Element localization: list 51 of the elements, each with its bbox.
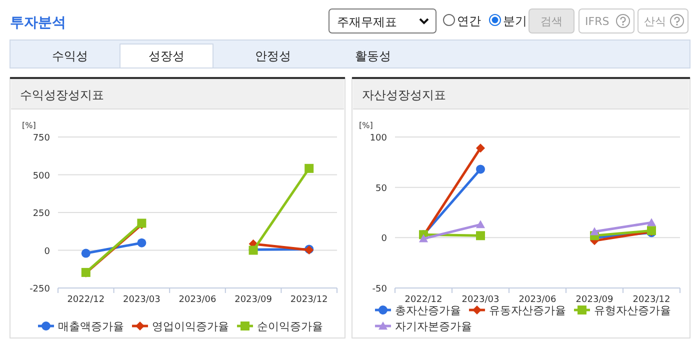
legend-label: 유동자산증가율 <box>489 304 566 317</box>
y-tick-label: -50 <box>372 284 388 294</box>
y-tick-label: 750 <box>32 134 50 144</box>
text: 안정성 <box>255 49 291 63</box>
point <box>304 164 314 173</box>
point <box>81 248 90 258</box>
x-tick-label: 2023/12 <box>290 295 328 305</box>
text: 수익성 <box>52 49 88 63</box>
point <box>590 227 599 236</box>
legend-label: 유형자산증가율 <box>594 304 671 317</box>
y-axis-title: [%] <box>359 121 373 130</box>
x-tick-label: 2023/03 <box>462 295 500 305</box>
x-tick-label: 2023/12 <box>632 295 670 305</box>
x-tick-label: 2023/06 <box>178 295 216 305</box>
x-tick-label: 2022/12 <box>67 295 105 305</box>
x-tick-label: 2023/09 <box>576 295 614 305</box>
text: IFRS <box>585 15 610 28</box>
y-tick-label: 0 <box>381 234 388 244</box>
x-tick-label: 2023/03 <box>123 295 160 305</box>
y-tick-label: 0 <box>44 246 50 257</box>
text: 산식 <box>644 15 666 28</box>
x-tick-label: 2023/09 <box>234 295 272 305</box>
point <box>476 231 485 240</box>
y-tick-label: 250 <box>32 209 50 219</box>
legend-label: 영업이익증가율 <box>152 320 229 333</box>
text: 분기 <box>503 14 527 28</box>
point <box>137 238 146 248</box>
x-tick-label: 2022/12 <box>404 295 442 305</box>
y-tick-label: -250 <box>30 284 50 294</box>
text: 성장성 <box>148 49 184 63</box>
y-tick-label: 100 <box>370 134 388 144</box>
text: 검색 <box>540 15 562 28</box>
y-tick-label: 500 <box>32 171 50 182</box>
x-tick-label: 2023/06 <box>518 295 556 305</box>
point <box>476 164 485 174</box>
chart-title: 자산성장성지표 <box>362 88 446 102</box>
legend-label: 자기자본증가율 <box>395 320 472 333</box>
point <box>419 234 428 242</box>
text: 주재무제표 <box>337 15 397 29</box>
point <box>476 220 485 228</box>
text: 연간 <box>457 14 481 28</box>
point <box>647 218 656 226</box>
point <box>476 144 485 153</box>
legend-label: 총자산증가율 <box>395 304 461 317</box>
text: 투자분석 <box>10 15 66 31</box>
chart-title: 수익성장성지표 <box>20 88 104 102</box>
y-tick-label: 50 <box>376 184 388 194</box>
y-axis-title: [%] <box>22 121 36 130</box>
legend-label: 매출액증가율 <box>58 320 124 333</box>
text: 활동성 <box>355 49 391 63</box>
legend-label: 순이익증가율 <box>257 320 323 333</box>
